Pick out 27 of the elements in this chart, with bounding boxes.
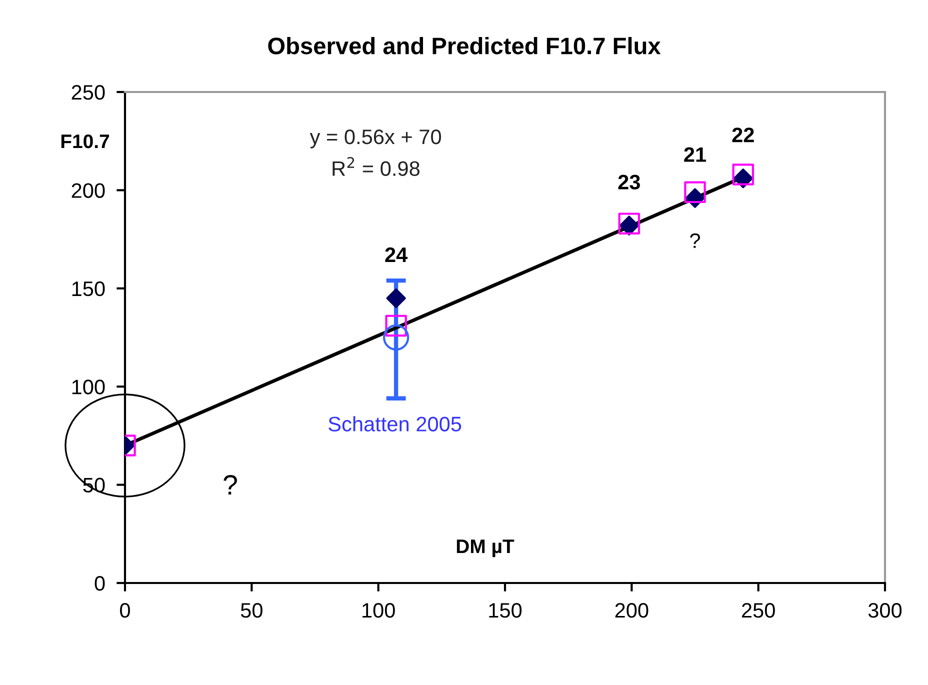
x-axis-title: DM µT: [456, 540, 514, 558]
y-tick-label: 250: [72, 85, 105, 100]
annotation: R$^{2}$ = 0.98: [332, 156, 420, 176]
y-tick-label: 200: [72, 183, 105, 198]
x-tick-label: 100: [362, 602, 395, 618]
y-tick-label: 0: [94, 576, 105, 591]
y-axis-title: F10.7: [61, 134, 110, 148]
annotation: y = 0.56x + 70: [310, 129, 442, 148]
point: [733, 168, 753, 188]
x-tick-label: 200: [615, 602, 648, 618]
annotation: Schatten 2005: [328, 416, 462, 432]
annotation: ?: [224, 475, 237, 494]
chart-title: Observed and Predicted F10.7 Flux: [268, 36, 661, 54]
annotation: 24: [385, 247, 408, 262]
annotation: ?: [690, 233, 700, 248]
x-tick-label: 0: [120, 602, 130, 618]
x-tick-label: 300: [868, 602, 902, 618]
point: [732, 164, 754, 186]
x-tick-label: 50: [240, 602, 262, 618]
annotation: 23: [618, 174, 640, 190]
point: [684, 181, 706, 204]
annotation: 21: [684, 147, 706, 162]
y-tick-label: 100: [72, 380, 105, 394]
y-tick-label: 150: [72, 281, 105, 296]
annotation: 22: [732, 128, 754, 142]
x-tick-label: 250: [742, 602, 775, 618]
x-tick-label: 150: [489, 602, 522, 618]
